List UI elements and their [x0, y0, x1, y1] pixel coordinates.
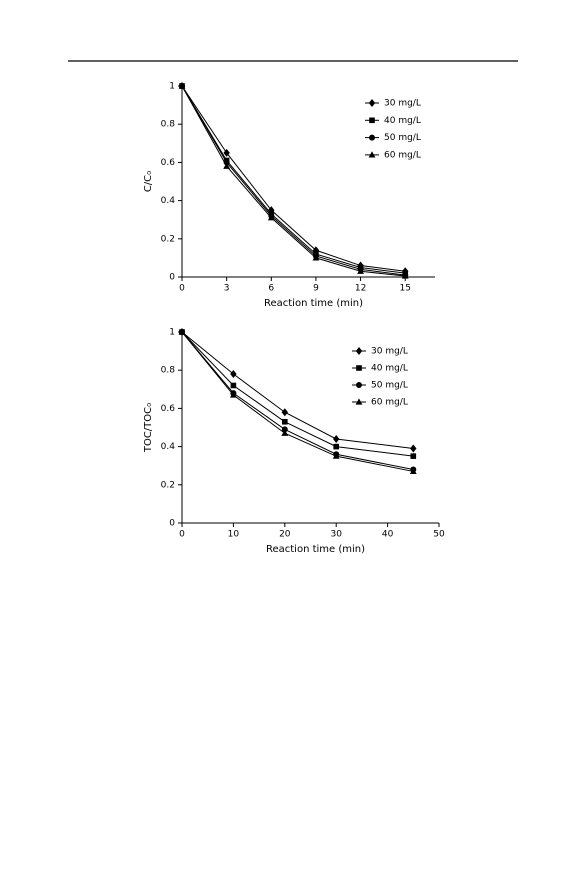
data-point	[230, 370, 237, 379]
data-point	[223, 162, 231, 169]
series-line	[181, 85, 406, 276]
y-tick-label: 0.6	[161, 404, 176, 414]
data-point	[333, 443, 339, 450]
y-tick-label: 0.2	[161, 234, 175, 244]
data-point	[332, 452, 340, 459]
data-point	[410, 444, 417, 453]
data-point	[281, 426, 288, 433]
series-line	[181, 85, 406, 274]
series-line	[181, 85, 406, 277]
y-tick-label: 0.4	[161, 196, 176, 206]
x-axis-label: Reaction time (min)	[266, 544, 365, 555]
legend-marker	[368, 99, 376, 107]
legend-label: 50 mg/L	[371, 381, 408, 391]
data-point	[401, 272, 409, 279]
y-tick-label: 0	[169, 519, 175, 529]
legend-label: 50 mg/L	[384, 133, 421, 143]
legend-label: 60 mg/L	[371, 398, 408, 408]
y-tick-label: 1	[169, 82, 175, 92]
data-point	[281, 429, 289, 436]
x-tick-label: 9	[313, 284, 319, 294]
x-tick-label: 20	[279, 530, 291, 540]
y-tick-label: 0.4	[161, 442, 176, 452]
x-axis-label: Reaction time (min)	[264, 298, 363, 309]
data-point	[230, 391, 237, 398]
y-tick-label: 0.2	[161, 480, 175, 490]
data-point	[281, 408, 288, 417]
data-point	[357, 267, 364, 274]
x-tick-label: 6	[268, 284, 274, 294]
legend-label: 60 mg/L	[384, 150, 421, 160]
x-tick-label: 50	[433, 530, 445, 540]
data-point	[178, 328, 186, 335]
y-tick-label: 0.8	[161, 366, 176, 376]
legend-marker	[369, 134, 375, 141]
x-tick-label: 30	[330, 530, 342, 540]
y-tick-label: 1	[169, 328, 175, 338]
legend-label: 40 mg/L	[371, 364, 408, 374]
x-tick-label: 3	[224, 284, 230, 294]
x-tick-label: 40	[382, 530, 394, 540]
legend-marker	[356, 365, 362, 371]
series-line	[181, 85, 406, 272]
data-point	[178, 82, 186, 89]
legend-label: 30 mg/L	[384, 99, 421, 109]
x-tick-label: 15	[400, 284, 411, 294]
y-tick-label: 0.8	[161, 120, 176, 130]
legend-marker	[368, 151, 376, 158]
legend-label: 40 mg/L	[384, 116, 421, 126]
y-axis-label: TOC/TOC₀	[143, 403, 154, 453]
legend-label: 30 mg/L	[371, 347, 408, 357]
y-tick-label: 0	[169, 273, 175, 283]
x-tick-label: 12	[355, 284, 366, 294]
legend-marker	[356, 382, 362, 388]
data-point	[230, 382, 237, 389]
data-point	[409, 467, 417, 475]
y-axis-label: C/C₀	[143, 171, 154, 192]
data-point	[267, 214, 275, 221]
x-tick-label: 0	[179, 530, 185, 540]
data-point	[333, 434, 340, 443]
data-point	[312, 254, 320, 261]
legend-marker	[355, 347, 363, 355]
data-point	[410, 453, 417, 459]
data-point	[282, 418, 288, 425]
x-tick-label: 0	[179, 284, 185, 294]
x-tick-label: 10	[228, 530, 240, 540]
data-point	[223, 148, 230, 157]
legend-marker	[369, 117, 375, 124]
legend-marker	[355, 398, 363, 405]
y-tick-label: 0.6	[161, 158, 176, 168]
